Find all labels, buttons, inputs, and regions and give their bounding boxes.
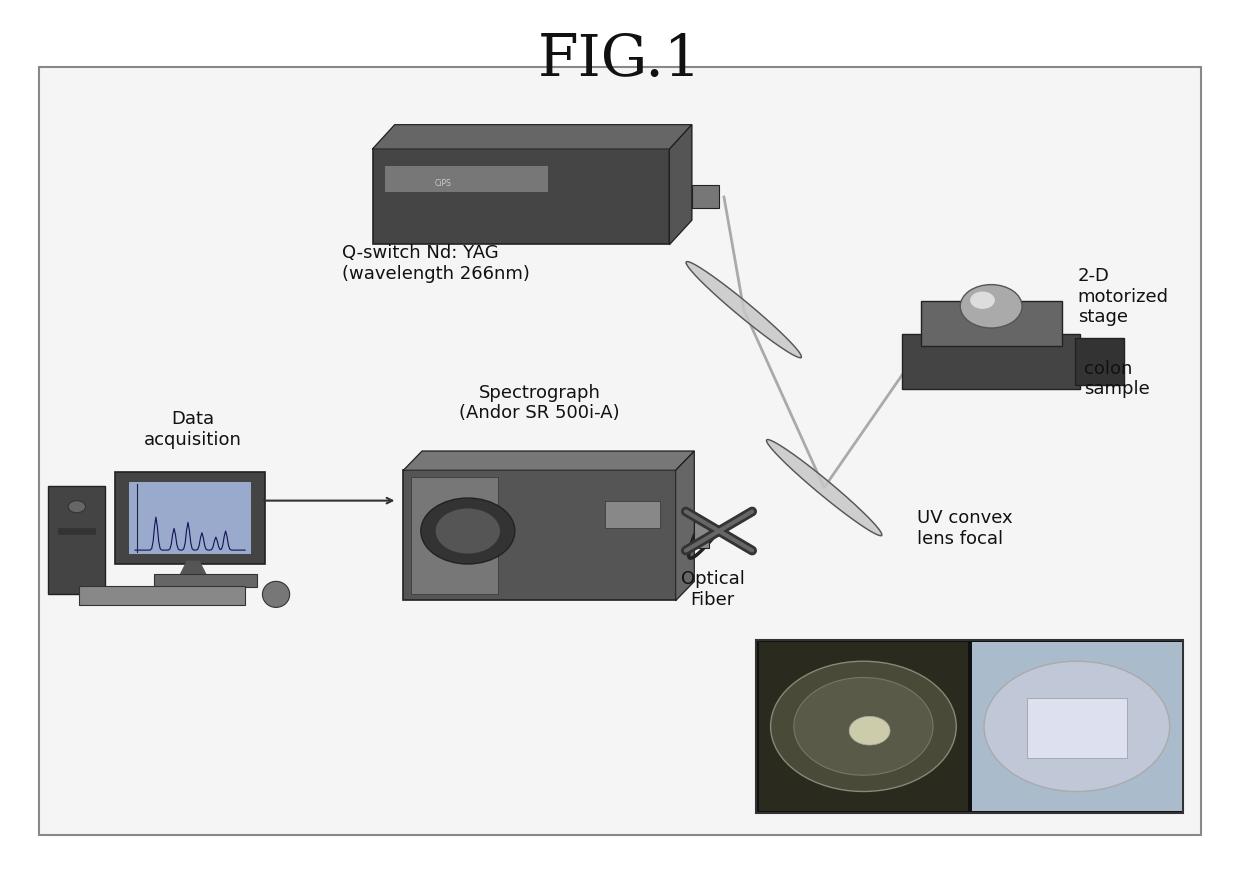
Text: 2-D
motorized
stage: 2-D motorized stage	[1078, 267, 1169, 327]
FancyBboxPatch shape	[410, 477, 498, 593]
FancyBboxPatch shape	[372, 149, 670, 245]
Polygon shape	[676, 451, 694, 600]
Text: UV convex
lens focal: UV convex lens focal	[916, 510, 1013, 548]
Circle shape	[849, 716, 890, 745]
Polygon shape	[766, 440, 882, 536]
FancyBboxPatch shape	[384, 165, 548, 192]
FancyBboxPatch shape	[605, 501, 660, 529]
Ellipse shape	[263, 581, 290, 607]
Bar	[972, 642, 1182, 811]
FancyBboxPatch shape	[1027, 698, 1127, 759]
FancyBboxPatch shape	[901, 334, 1080, 389]
FancyBboxPatch shape	[403, 470, 676, 600]
Circle shape	[794, 678, 932, 775]
Text: Data
acquisition: Data acquisition	[144, 409, 242, 449]
FancyBboxPatch shape	[115, 472, 265, 564]
Circle shape	[960, 285, 1022, 328]
Bar	[759, 642, 968, 811]
Circle shape	[985, 661, 1169, 792]
Circle shape	[770, 661, 956, 792]
Bar	[38, 66, 1202, 835]
FancyBboxPatch shape	[129, 482, 252, 555]
Text: Optical
Fiber: Optical Fiber	[681, 571, 745, 609]
Polygon shape	[686, 261, 801, 358]
Circle shape	[435, 509, 500, 554]
Text: Spectrograph
(Andor SR 500i-A): Spectrograph (Andor SR 500i-A)	[459, 384, 620, 422]
Circle shape	[420, 498, 515, 564]
FancyBboxPatch shape	[920, 300, 1061, 346]
Text: CiPS: CiPS	[434, 179, 451, 188]
FancyBboxPatch shape	[154, 573, 258, 587]
FancyBboxPatch shape	[79, 585, 246, 604]
FancyBboxPatch shape	[694, 523, 709, 549]
Text: FIG.1: FIG.1	[538, 31, 702, 88]
FancyBboxPatch shape	[692, 186, 719, 208]
Polygon shape	[372, 125, 692, 149]
FancyBboxPatch shape	[58, 528, 95, 535]
Polygon shape	[179, 562, 208, 578]
Text: Q-switch Nd: YAG
(wavelength 266nm): Q-switch Nd: YAG (wavelength 266nm)	[342, 245, 529, 283]
Bar	[756, 639, 1183, 814]
Polygon shape	[670, 125, 692, 245]
Circle shape	[970, 292, 994, 309]
Text: colon
sample: colon sample	[1084, 360, 1149, 398]
Circle shape	[68, 501, 86, 513]
FancyBboxPatch shape	[1075, 338, 1123, 385]
Polygon shape	[403, 451, 694, 470]
FancyBboxPatch shape	[48, 486, 105, 593]
